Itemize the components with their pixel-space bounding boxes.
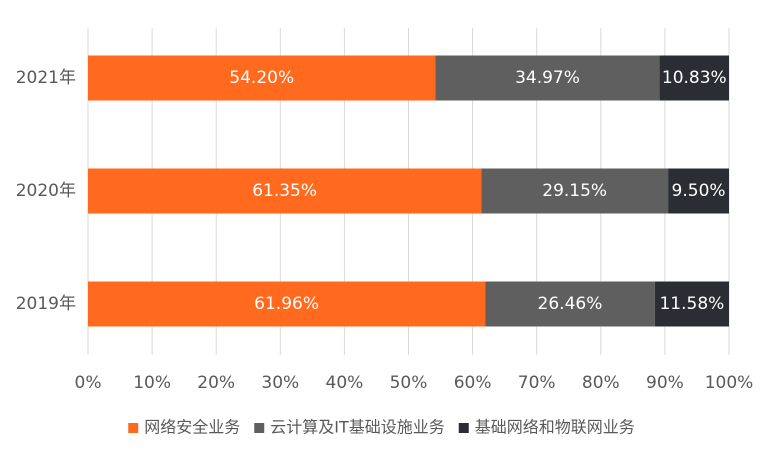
x-tick-label: 80% <box>582 373 620 393</box>
legend-marker <box>254 423 265 433</box>
legend-marker <box>458 423 469 433</box>
category-label: 2020年 <box>16 181 76 201</box>
x-tick-label: 50% <box>390 373 428 393</box>
data-labels: 54.20% 34.97% 10.83% 61.35% 29.15% 9.50% 61.96… <box>229 68 726 314</box>
bar-value-label: 10.83% <box>662 68 727 88</box>
x-tick-label: 100% <box>705 373 754 393</box>
bar-segment <box>88 55 436 101</box>
legend-item: 网络安全业务 <box>128 418 240 437</box>
bar-segment <box>485 281 655 327</box>
bar-value-label: 61.35% <box>252 181 317 201</box>
legend-item: 云计算及IT基础设施业务 <box>254 418 445 437</box>
x-tick-label: 70% <box>518 373 556 393</box>
bar-value-label: 34.97% <box>515 68 580 88</box>
bars <box>88 55 729 327</box>
legend-item: 基础网络和物联网业务 <box>458 418 635 437</box>
x-tick-label: 20% <box>197 373 235 393</box>
x-tick-label: 60% <box>454 373 492 393</box>
bar-segment <box>88 281 486 327</box>
axes: 0% 10% 20% 30% 40% 50% 60% 70% 80% 90% 100% 2021年 20… <box>16 68 754 393</box>
legend-marker <box>128 423 139 433</box>
x-tick-label: 40% <box>326 373 364 393</box>
bar-value-label: 29.15% <box>542 181 607 201</box>
bar-segment <box>435 55 660 101</box>
bar-value-label: 9.50% <box>672 181 726 201</box>
x-tick-label: 90% <box>646 373 684 393</box>
legend: 网络安全业务 云计算及IT基础设施业务 基础网络和物联网业务 <box>128 418 635 437</box>
bar-value-label: 61.96% <box>254 294 319 314</box>
bar-segment <box>659 55 729 101</box>
bar-segment <box>668 168 729 214</box>
legend-label: 云计算及IT基础设施业务 <box>270 418 445 437</box>
bar-segment <box>654 281 729 327</box>
x-tick-label: 10% <box>133 373 171 393</box>
category-label: 2021年 <box>16 68 76 88</box>
bar-value-label: 54.20% <box>229 68 294 88</box>
category-label: 2019年 <box>16 294 76 314</box>
bar-segment <box>88 168 482 214</box>
bar-segment <box>481 168 669 214</box>
x-tick-label: 30% <box>261 373 299 393</box>
x-tick-label: 0% <box>75 373 102 393</box>
legend-label: 基础网络和物联网业务 <box>475 418 635 437</box>
bar-value-label: 11.58% <box>659 294 724 314</box>
bar-value-label: 26.46% <box>538 294 603 314</box>
legend-label: 网络安全业务 <box>144 418 240 437</box>
